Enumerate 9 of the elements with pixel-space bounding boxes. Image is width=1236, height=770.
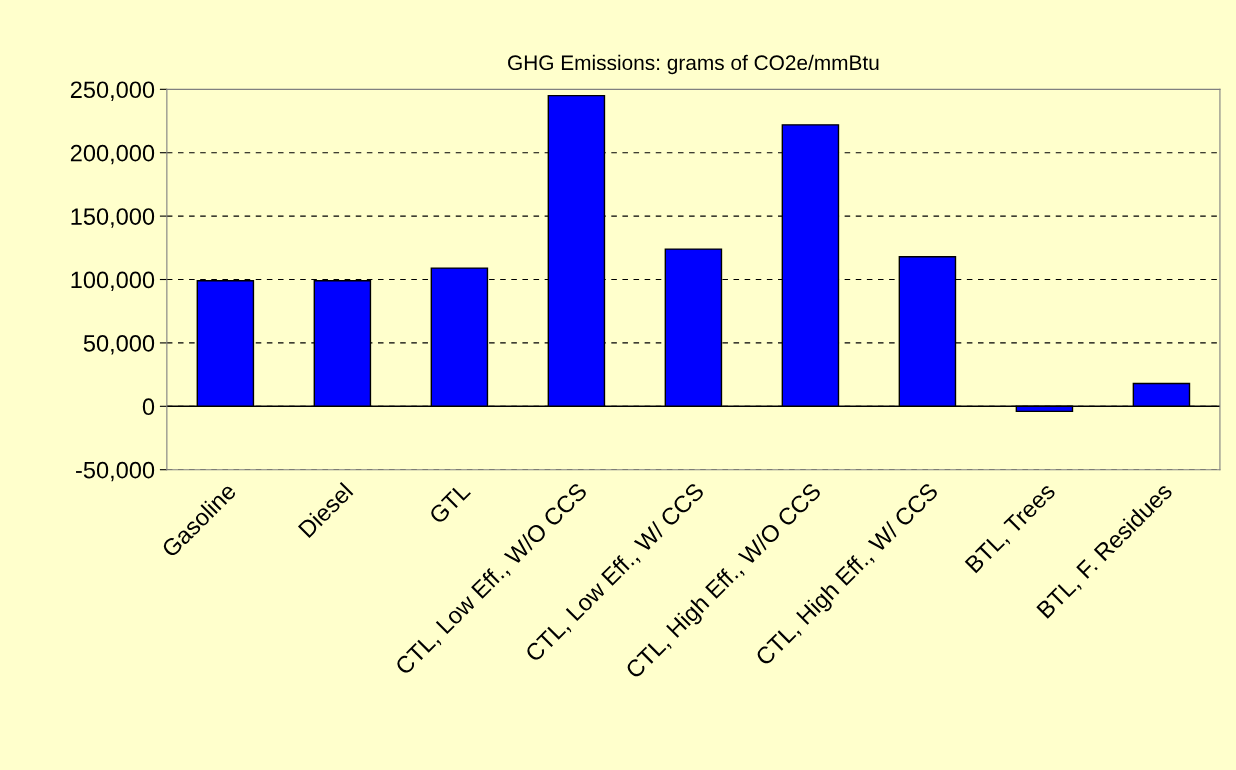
y-tick-label: 100,000 xyxy=(71,271,155,292)
y-tick-label: 150,000 xyxy=(71,208,155,228)
y-tick-label: 50,000 xyxy=(83,334,155,355)
chart-title: GHG Emissions: grams of CO2e/mmBtu xyxy=(508,54,879,75)
y-tick-label: -50,000 xyxy=(76,461,155,482)
y-tick-label: 250,000 xyxy=(70,81,155,101)
y-tick-label: 0 xyxy=(142,398,155,416)
x-tick-label: GTL xyxy=(428,481,472,525)
y-tick-label: 200,000 xyxy=(70,144,155,165)
